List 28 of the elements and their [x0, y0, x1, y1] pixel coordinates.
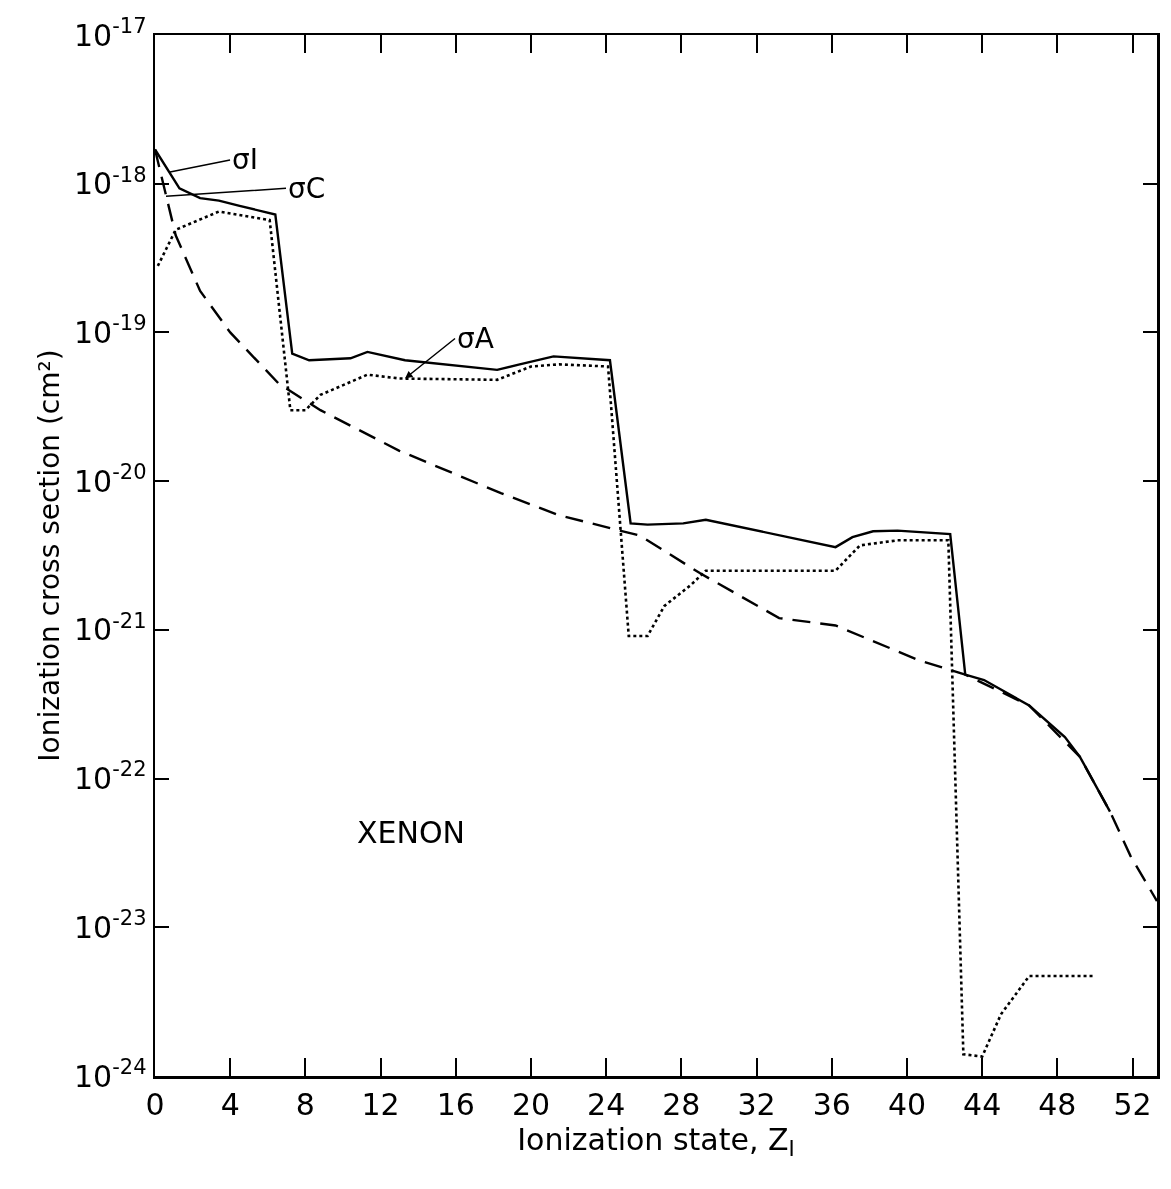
y-tick-label: 10$^{-22}$ — [74, 757, 147, 797]
x-tick-label: 44 — [963, 1086, 1002, 1122]
x-tick-label: 40 — [887, 1086, 927, 1122]
x-tick-label: 28 — [662, 1086, 701, 1122]
x-tick-label: 4 — [220, 1086, 240, 1122]
y-tick-label: 10$^{-24}$ — [74, 1054, 147, 1094]
x-tick-label: 24 — [587, 1086, 626, 1122]
x-tick-label: 0 — [145, 1086, 165, 1122]
annotation: XENON — [357, 815, 466, 850]
annotation: σA — [457, 322, 494, 355]
x-tick-label: 32 — [737, 1086, 776, 1122]
y-tick-label: 10$^{-17}$ — [74, 13, 147, 53]
x-axis-title: Ionization state, Z$_{I}$ — [517, 1121, 795, 1161]
x-tick-label: 12 — [361, 1086, 400, 1122]
annotation: σC — [288, 172, 326, 205]
x-tick-label: 36 — [812, 1086, 851, 1122]
annotation: σI — [232, 143, 259, 176]
x-tick-label: 16 — [436, 1086, 475, 1122]
y-tick-label: 10$^{-20}$ — [74, 460, 147, 499]
y-axis-title: Ionization cross section (cm²) — [33, 349, 67, 762]
y-tick-label: 10$^{-19}$ — [74, 311, 147, 350]
y-tick-label: 10$^{-18}$ — [74, 162, 147, 202]
y-tick-label: 10$^{-23}$ — [74, 906, 147, 945]
x-tick-label: 8 — [295, 1086, 315, 1122]
y-tick-label: 10$^{-21}$ — [74, 608, 147, 648]
x-tick-label: 52 — [1113, 1086, 1152, 1122]
x-tick-label: 20 — [511, 1086, 551, 1122]
x-tick-label: 48 — [1038, 1086, 1077, 1122]
